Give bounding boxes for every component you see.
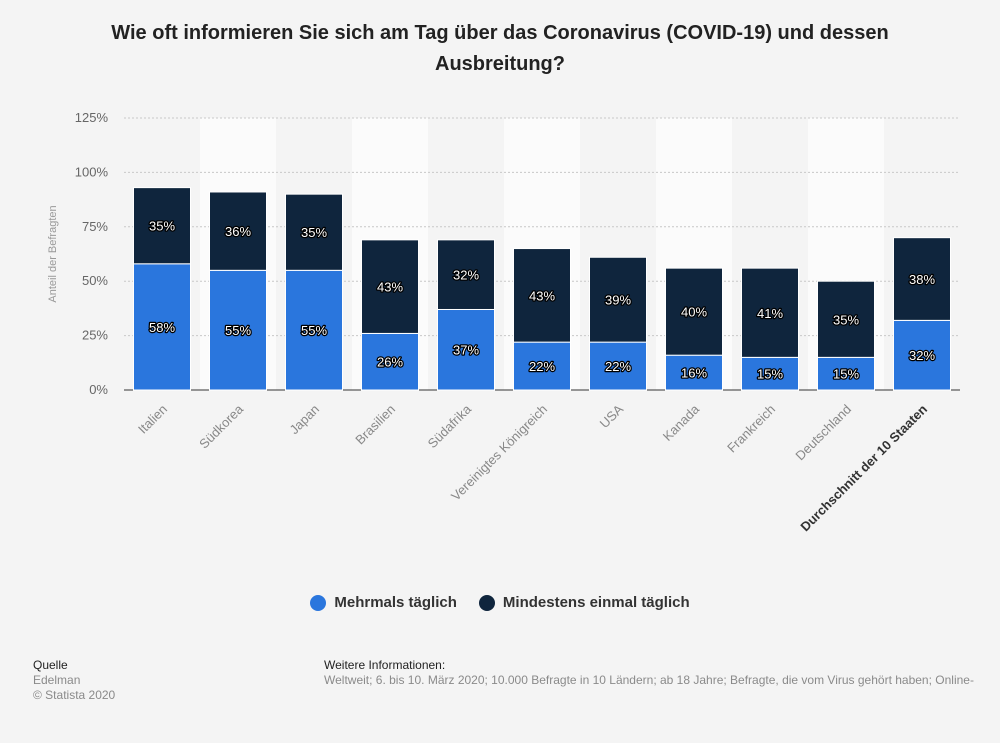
- data-label: 15%: [833, 367, 859, 382]
- data-label: 58%: [149, 320, 175, 335]
- x-tick-label: Brasilien: [352, 402, 398, 448]
- info-block: Weitere Informationen: Weltweit; 6. bis …: [324, 658, 1000, 688]
- bars: 58% 35% 55% 36% 55% 35% 26% 43% 37% 32% 22% 43% 22% 3…: [133, 187, 951, 391]
- y-tick-label: 75%: [82, 219, 108, 234]
- y-tick-label: 0%: [89, 382, 108, 397]
- x-axis-labels: Italien Südkorea Japan Brasilien SüdafrikaVe…: [135, 401, 930, 534]
- bar-segment[interactable]: [589, 256, 647, 343]
- bar-segment[interactable]: [893, 319, 951, 391]
- data-label: 55%: [225, 323, 251, 338]
- data-label: 41%: [757, 306, 783, 321]
- bar-segment[interactable]: [285, 193, 343, 271]
- copyright: © Statista 2020: [33, 688, 116, 702]
- legend-item-einmal[interactable]: Mindestens einmal täglich: [478, 594, 690, 611]
- data-label: 26%: [377, 355, 403, 370]
- bar-segment[interactable]: [741, 356, 799, 391]
- data-label: 35%: [301, 225, 327, 240]
- stacked-bar-chart: 0% 25% 50% 75% 100% 125% Anteil der Befragten…: [47, 110, 960, 534]
- bar-segment[interactable]: [589, 341, 647, 391]
- bar-segment[interactable]: [361, 239, 419, 334]
- data-label: 32%: [453, 268, 479, 283]
- source-block: Quelle Edelman © Statista 2020: [33, 658, 115, 703]
- bar-segment[interactable]: [665, 267, 723, 356]
- x-tick-label: Japan: [286, 402, 322, 438]
- bar-segment[interactable]: [209, 269, 267, 391]
- data-label: 55%: [301, 323, 327, 338]
- y-tick-label: 50%: [82, 273, 108, 288]
- data-label: 22%: [605, 359, 631, 374]
- data-label: 22%: [529, 359, 555, 374]
- x-tick-label: USA: [597, 401, 627, 431]
- chart-title: Wie oft informieren Sie sich am Tag über…: [111, 22, 889, 75]
- source-heading: Quelle: [33, 658, 68, 672]
- x-tick-label: Durchschnitt der 10 Staaten: [797, 401, 930, 534]
- x-tick-label: Südafrika: [425, 401, 475, 451]
- legend-label: Mehrmals täglich: [334, 594, 457, 611]
- info-text: Weltweit; 6. bis 10. März 2020; 10.000 B…: [324, 673, 974, 687]
- bar-segment[interactable]: [437, 239, 495, 310]
- data-label: 15%: [757, 367, 783, 382]
- bar-segment[interactable]: [437, 308, 495, 391]
- legend-dot-icon: [478, 594, 495, 611]
- data-label: 38%: [909, 272, 935, 287]
- legend: Mehrmals täglich Mindestens einmal tägli…: [0, 594, 1000, 611]
- y-tick-label: 125%: [75, 110, 109, 125]
- legend-label: Mindestens einmal täglich: [502, 594, 690, 611]
- y-axis-label: Anteil der Befragten: [47, 205, 59, 302]
- legend-item-mehrmals[interactable]: Mehrmals täglich: [310, 594, 457, 611]
- legend-dot-icon: [310, 594, 327, 611]
- x-tick-label: Kanada: [660, 401, 703, 444]
- data-label: 37%: [453, 343, 479, 358]
- data-label: 32%: [909, 348, 935, 363]
- bar-segment[interactable]: [741, 267, 799, 358]
- bar-segment[interactable]: [817, 280, 875, 358]
- y-axis-ticks: 0% 25% 50% 75% 100% 125%: [75, 110, 109, 397]
- bar-segment[interactable]: [133, 187, 191, 265]
- bar-segment[interactable]: [513, 248, 571, 343]
- y-tick-label: 100%: [75, 164, 109, 179]
- bar-segment[interactable]: [209, 191, 267, 271]
- bar-segment[interactable]: [285, 269, 343, 391]
- x-tick-label: Frankreich: [724, 402, 778, 456]
- x-tick-label: Südkorea: [196, 401, 247, 452]
- bar-segment[interactable]: [893, 237, 951, 321]
- data-label: 16%: [681, 366, 707, 381]
- x-tick-label: Italien: [135, 402, 170, 437]
- data-label: 35%: [833, 312, 859, 327]
- data-label: 40%: [681, 305, 707, 320]
- data-label: 43%: [377, 280, 403, 295]
- y-tick-label: 25%: [82, 328, 108, 343]
- source-name[interactable]: Edelman: [33, 673, 81, 687]
- data-label: 39%: [605, 293, 631, 308]
- bar-segment[interactable]: [133, 263, 191, 391]
- info-heading[interactable]: Weitere Informationen:: [324, 658, 446, 672]
- x-tick-label: Deutschland: [792, 402, 854, 464]
- data-label: 36%: [225, 224, 251, 239]
- data-label: 43%: [529, 288, 555, 303]
- data-label: 35%: [149, 219, 175, 234]
